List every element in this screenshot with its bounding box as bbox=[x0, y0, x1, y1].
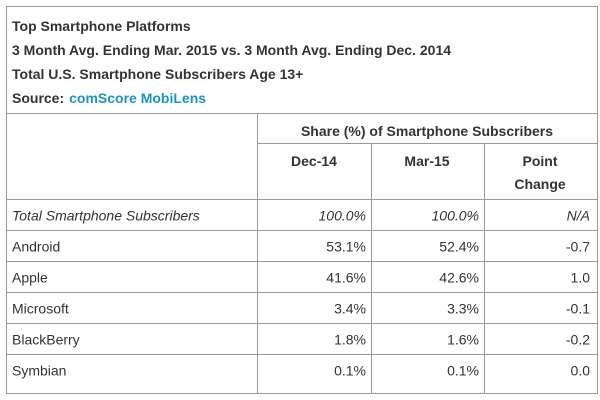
row-label: Total Smartphone Subscribers bbox=[12, 208, 200, 224]
cell-point-change: -0.2 bbox=[566, 332, 590, 348]
chart-subtitle-2: Total U.S. Smartphone Subscribers Age 13… bbox=[12, 66, 303, 82]
cell-mar15: 42.6% bbox=[439, 270, 479, 286]
column-header-point: Point bbox=[523, 153, 558, 169]
cell-point-change: 0.0 bbox=[571, 363, 591, 379]
column-header-mar15: Mar-15 bbox=[404, 153, 449, 169]
cell-dec14: 3.4% bbox=[334, 301, 366, 317]
cell-mar15: 3.3% bbox=[447, 301, 479, 317]
cell-dec14: 0.1% bbox=[334, 363, 366, 379]
chart-title: Top Smartphone Platforms bbox=[12, 18, 191, 34]
source-label: Source: bbox=[12, 90, 64, 106]
row-label: BlackBerry bbox=[12, 332, 80, 348]
cell-dec14: 41.6% bbox=[326, 270, 366, 286]
column-header-change: Change bbox=[514, 176, 566, 192]
chart-subtitle: 3 Month Avg. Ending Mar. 2015 vs. 3 Mont… bbox=[12, 42, 451, 58]
row-label: Android bbox=[12, 239, 60, 255]
table-body: Total Smartphone Subscribers 100.0% 100.0%… bbox=[12, 208, 590, 379]
source-line: Source: comScore MobiLens bbox=[12, 90, 206, 106]
cell-dec14: 100.0% bbox=[319, 208, 366, 224]
cell-dec14: 53.1% bbox=[326, 239, 366, 255]
group-header: Share (%) of Smartphone Subscribers bbox=[301, 123, 553, 139]
row-label: Microsoft bbox=[12, 301, 69, 317]
source-name: comScore MobiLens bbox=[69, 90, 206, 106]
cell-mar15: 0.1% bbox=[447, 363, 479, 379]
cell-point-change: N/A bbox=[567, 208, 590, 224]
cell-point-change: -0.7 bbox=[566, 239, 590, 255]
cell-point-change: 1.0 bbox=[571, 270, 591, 286]
cell-mar15: 100.0% bbox=[432, 208, 479, 224]
cell-mar15: 1.6% bbox=[447, 332, 479, 348]
row-label: Apple bbox=[12, 270, 48, 286]
cell-point-change: -0.1 bbox=[566, 301, 590, 317]
row-label: Symbian bbox=[12, 363, 66, 379]
column-header-dec14: Dec-14 bbox=[291, 153, 337, 169]
cell-mar15: 52.4% bbox=[439, 239, 479, 255]
cell-dec14: 1.8% bbox=[334, 332, 366, 348]
